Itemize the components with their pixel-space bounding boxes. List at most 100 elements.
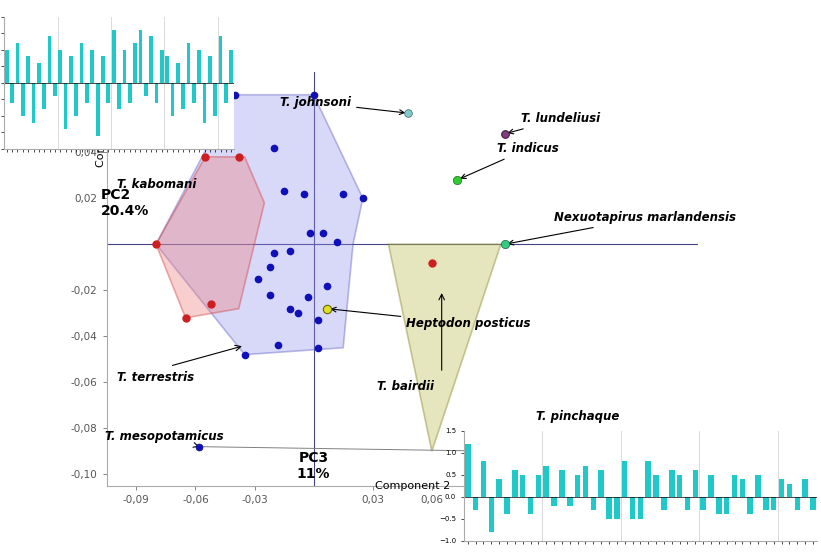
Bar [677, 475, 682, 497]
Text: T. johnsoni: T. johnsoni [280, 96, 404, 114]
Bar [724, 497, 729, 514]
Bar [203, 83, 206, 123]
Bar [32, 83, 35, 123]
Bar [16, 43, 20, 83]
Bar [614, 497, 620, 519]
Text: T. mesopotamicus: T. mesopotamicus [105, 430, 223, 447]
Text: Component 2: Component 2 [374, 481, 450, 491]
Bar [139, 30, 142, 83]
Bar [112, 30, 116, 83]
Bar [779, 479, 784, 497]
Bar [75, 83, 78, 116]
Bar [654, 475, 658, 497]
Bar [101, 56, 105, 83]
Bar [107, 83, 110, 103]
Bar [149, 36, 153, 83]
Bar [544, 466, 549, 497]
Bar [197, 50, 201, 83]
Bar [21, 83, 25, 116]
Bar [638, 497, 643, 519]
Text: Nexuotapirus marlandensis: Nexuotapirus marlandensis [509, 211, 736, 245]
Bar [590, 497, 596, 510]
Bar [583, 466, 588, 497]
Bar [552, 497, 557, 506]
Bar [58, 50, 62, 83]
Bar [85, 83, 89, 103]
Bar [90, 50, 94, 83]
Bar [488, 497, 494, 532]
Bar [693, 470, 698, 497]
Bar [5, 50, 9, 83]
Bar [740, 479, 745, 497]
Bar [122, 50, 126, 83]
Bar [795, 497, 800, 510]
Bar [218, 36, 222, 83]
Bar [810, 497, 816, 510]
Bar [497, 479, 502, 497]
Bar [176, 63, 180, 83]
Bar [144, 83, 148, 96]
Bar [481, 461, 486, 497]
Bar [128, 83, 131, 103]
Bar [606, 497, 612, 519]
Bar [80, 43, 84, 83]
Bar [535, 475, 541, 497]
Text: Component 3: Component 3 [96, 92, 106, 167]
Bar [559, 470, 565, 497]
Text: T. lundeliusi: T. lundeliusi [509, 113, 599, 134]
Polygon shape [388, 245, 501, 452]
Bar [685, 497, 690, 510]
Bar [224, 83, 228, 103]
Bar [10, 83, 14, 103]
Text: T. kabomani: T. kabomani [117, 178, 196, 191]
Bar [133, 43, 137, 83]
Bar [192, 83, 195, 103]
Bar [630, 497, 635, 519]
Bar [117, 83, 121, 109]
Bar [69, 56, 73, 83]
Bar [96, 83, 99, 136]
Bar [645, 461, 651, 497]
Bar [575, 475, 580, 497]
Text: Heptodon posticus: Heptodon posticus [332, 307, 530, 330]
Bar [465, 444, 470, 497]
Text: T. bairdii: T. bairdii [377, 380, 433, 394]
Text: T. pinchaque: T. pinchaque [536, 410, 620, 423]
Bar [48, 36, 52, 83]
Bar [528, 497, 534, 514]
Bar [622, 461, 627, 497]
Bar [154, 83, 158, 103]
Bar [504, 497, 510, 514]
Bar [43, 83, 46, 109]
Bar [160, 50, 163, 83]
Bar [208, 56, 212, 83]
Bar [716, 497, 722, 514]
Bar [764, 497, 768, 510]
Polygon shape [156, 95, 363, 355]
Bar [787, 484, 792, 497]
Bar [520, 475, 525, 497]
Bar [755, 475, 761, 497]
Bar [661, 497, 667, 510]
Bar [53, 83, 57, 96]
Bar [512, 470, 517, 497]
Bar [229, 50, 233, 83]
Bar [567, 497, 572, 506]
Bar [669, 470, 675, 497]
Bar [709, 475, 713, 497]
Bar [181, 83, 185, 109]
Bar [37, 63, 41, 83]
Bar [171, 83, 174, 116]
Text: T. terrestris: T. terrestris [117, 371, 194, 384]
Bar [64, 83, 67, 129]
Bar [732, 475, 737, 497]
Text: PC2
20.4%: PC2 20.4% [101, 188, 149, 218]
Bar [473, 497, 479, 510]
Bar [802, 479, 808, 497]
Bar [700, 497, 706, 510]
Text: T. indicus: T. indicus [461, 142, 558, 178]
Bar [186, 43, 190, 83]
Bar [213, 83, 217, 116]
Bar [26, 56, 30, 83]
Bar [747, 497, 753, 514]
